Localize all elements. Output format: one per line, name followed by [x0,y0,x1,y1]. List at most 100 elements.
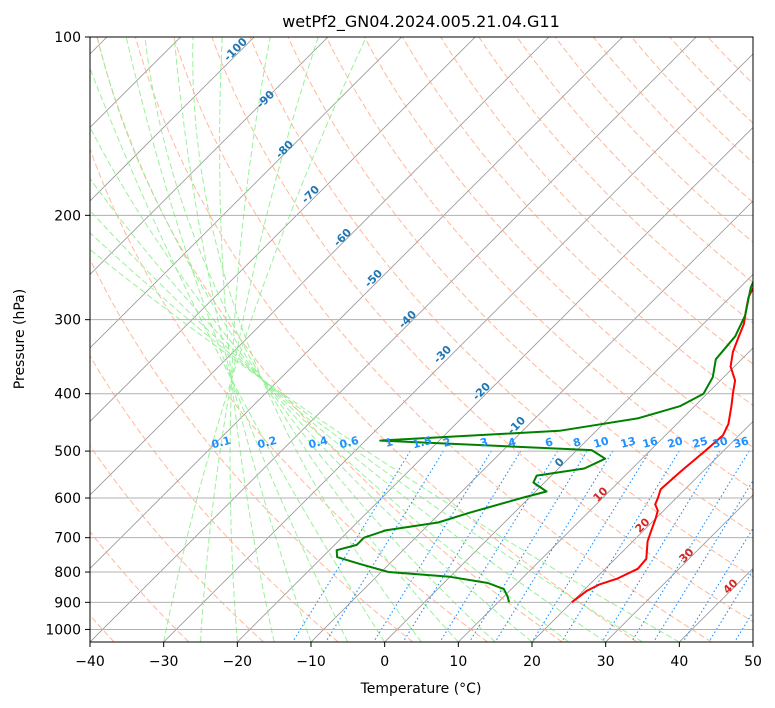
mixing-ratio-line [494,450,614,642]
mixing-ratio-label: 6 [544,435,555,450]
isotherm-line [90,37,255,202]
mixing-ratio-label: 8 [572,435,583,450]
x-tick-label: 40 [670,654,688,670]
y-tick-label: 300 [54,313,81,329]
mixing-ratio-line [439,450,559,642]
moist-adiabat-line [90,209,606,642]
isotherm-line [384,273,753,642]
y-tick-label: 700 [54,531,81,547]
x-tick-label: 10 [449,654,467,670]
dry-adiabat-line [363,37,753,448]
mixing-ratio-label: 3 [479,435,490,450]
mixing-ratio-label: 10 [592,434,610,451]
isotherm-line [605,494,753,642]
mixing-ratio-line [682,527,753,642]
dry-adiabat-line [478,37,753,324]
isotherm-line [458,347,753,642]
dry-adiabat-line [440,37,753,365]
x-tick-label: −10 [296,654,326,670]
moist-adiabat-line [229,37,271,642]
y-tick-label: 1000 [45,622,81,638]
mixing-ratio-label: 16 [641,434,659,451]
moist-adiabat-line [163,37,367,642]
dry-adiabat-label: 40 [721,576,741,596]
isotherm-label: -100 [221,35,250,64]
isotherm-label: -60 [331,226,354,249]
moist-adiabat-line [219,37,275,642]
grid-lines [90,36,753,630]
x-tick-label: 50 [744,654,762,670]
mixing-ratio-label: 1 [384,435,395,450]
chart-title: wetPf2_GN04.2024.005.21.04.G11 [282,12,560,32]
mixing-ratio-label: 20 [666,434,684,451]
dry-adiabat-label: 10 [591,484,611,504]
moist-adiabat-line [90,126,533,642]
mixing-ratio-line [373,450,492,642]
y-axis-label: Pressure (hPa) [12,289,28,389]
dry-adiabat-line [554,37,753,243]
x-tick-label: −20 [223,654,253,670]
moist-adiabat-line [200,37,319,642]
dry-adiabat-line [90,147,488,642]
mixing-ratio-label: 30 [711,434,729,451]
series-layer [335,279,753,604]
mixing-ratio-label: 0.6 [338,434,361,452]
y-tick-label: 100 [54,30,81,46]
isotherm-line [90,37,402,349]
x-axis-label: Temperature (°C) [360,681,482,697]
dry-adiabat-line [707,37,753,85]
mixing-ratio-line [560,450,680,642]
x-tick-label: 20 [523,654,541,670]
isotherm-line [90,37,623,570]
dry-adiabat-line [631,37,753,164]
dry-adiabat-label: 30 [677,545,697,565]
isotherm-line [90,37,697,642]
isotherm-label: -30 [431,343,454,366]
dry-adiabat-line [287,37,753,534]
background-lines [90,37,775,642]
mixing-ratio-label: 36 [732,434,750,451]
dewpoint-line [335,279,753,603]
dry-adiabat-line [134,37,638,642]
moist-adiabat-line [173,37,312,642]
mixing-ratio-label: 25 [691,434,709,451]
mixing-ratio-label: 1.5 [411,434,433,452]
moist-adiabat-line [192,37,422,642]
mixing-ratio-label: 0.2 [256,434,278,452]
y-tick-label: 500 [54,444,81,460]
mixing-ratio-label: 0.1 [210,434,232,452]
y-tick-label: 900 [54,595,81,611]
x-tick-label: 30 [597,654,615,670]
moist-adiabat-line [96,37,496,642]
isotherm-line [90,37,476,423]
mixing-ratio-line [653,479,753,642]
mixing-ratio-label: 2 [442,435,453,450]
dry-adiabat-line [90,355,339,642]
mixing-ratio-label: 4 [507,435,518,450]
moist-adiabat-line [90,232,643,642]
isotherm-line [237,126,753,642]
temperature-line [571,285,753,604]
dry-adiabat-line [516,37,753,284]
isotherm-label: -50 [362,267,385,290]
dry-adiabat-line [592,37,753,203]
isotherm-label: -80 [273,138,296,161]
y-tick-label: 600 [54,491,81,507]
isotherm-line [531,420,753,642]
isotherm-line [752,641,753,642]
isotherm-line [163,53,753,642]
isotherm-line [90,37,329,275]
moist-adiabat-line [144,37,459,642]
isotherm-label: -70 [299,183,322,206]
isotherm-line [679,567,753,642]
moist-adiabat-line [90,67,386,642]
x-tick-label: −40 [75,654,105,670]
mixing-ratio-line [601,450,721,642]
mixing-ratio-label: 13 [619,434,637,451]
mixing-ratio-line [734,611,753,642]
mixing-ratio-line [402,450,522,642]
mixing-ratio-line [760,451,775,642]
y-tick-label: 400 [54,387,81,403]
isotherm-label: -40 [396,308,419,331]
